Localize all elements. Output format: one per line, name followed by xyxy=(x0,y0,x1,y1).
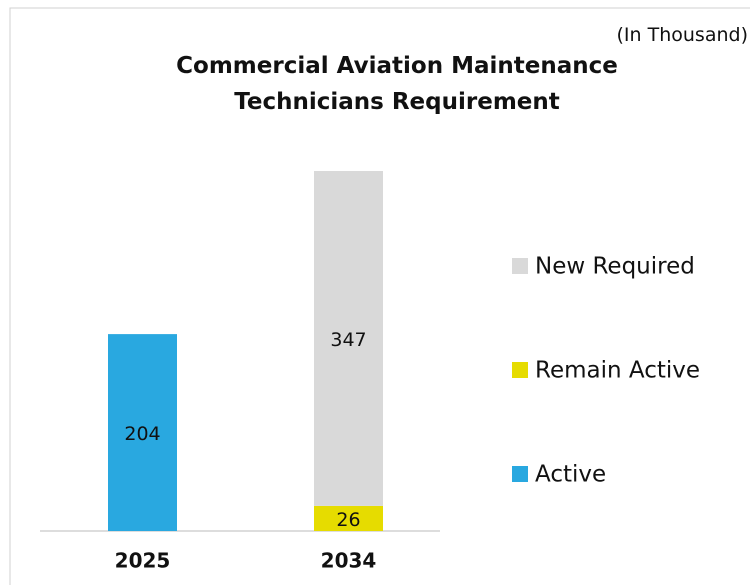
chart-title: Commercial Aviation Maintenance Technici… xyxy=(176,53,618,115)
bar-segment xyxy=(108,334,177,531)
bar-segment xyxy=(314,505,383,531)
legend-label: Active xyxy=(535,462,606,488)
data-label: 26 xyxy=(336,509,360,531)
legend-swatch xyxy=(512,466,528,482)
data-label: 204 xyxy=(124,423,160,445)
chart-subtitle: (In Thousand) xyxy=(616,24,748,46)
data-label: 347 xyxy=(330,329,366,351)
legend-swatch xyxy=(512,258,528,274)
legend-label: Remain Active xyxy=(535,358,700,384)
chart-frame xyxy=(9,7,750,585)
legend-label: New Required xyxy=(535,254,695,280)
bar-segment xyxy=(314,171,383,506)
x-tick-label: 2034 xyxy=(321,549,377,573)
x-tick-label: 2025 xyxy=(115,549,171,573)
legend-swatch xyxy=(512,362,528,378)
